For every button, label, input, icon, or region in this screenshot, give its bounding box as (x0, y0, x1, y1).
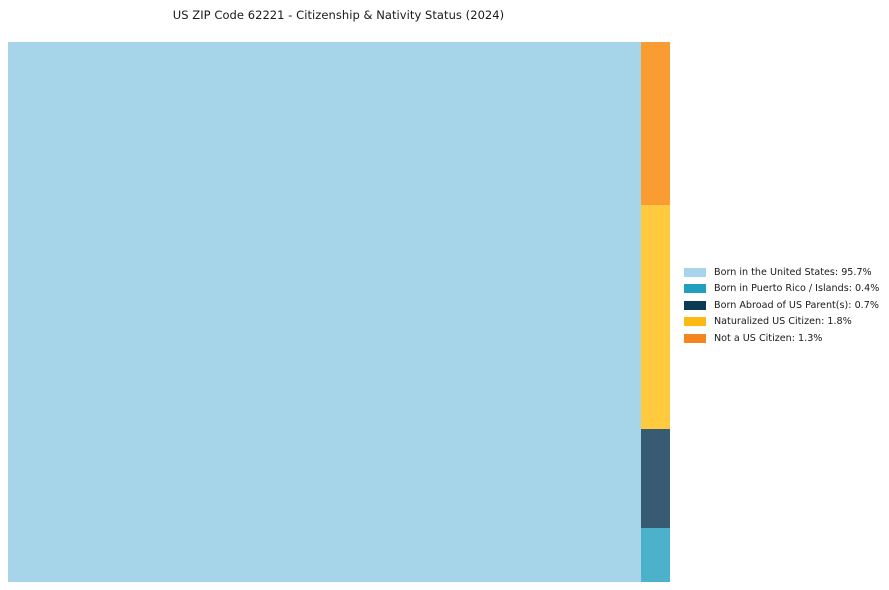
treemap-tile-naturalized-us-citizen[interactable] (641, 205, 670, 429)
legend-item-label: Born in the United States: 95.7% (714, 266, 872, 278)
legend-swatch-icon (684, 333, 706, 343)
chart-legend: Born in the United States: 95.7% Born in… (684, 264, 884, 347)
legend-item-label: Not a US Citizen: 1.3% (714, 332, 823, 344)
legend-item-born-in-puerto-rico-islands[interactable]: Born in Puerto Rico / Islands: 0.4% (684, 281, 884, 298)
legend-item-naturalized-us-citizen[interactable]: Naturalized US Citizen: 1.8% (684, 314, 884, 331)
legend-swatch-icon (684, 317, 706, 327)
legend-item-label: Naturalized US Citizen: 1.8% (714, 316, 852, 328)
treemap-tile-born-abroad-of-us-parents[interactable] (641, 429, 670, 528)
treemap-tile-born-in-the-united-states[interactable] (8, 42, 641, 582)
treemap-tile-born-in-puerto-rico-islands[interactable] (641, 528, 670, 582)
legend-item-label: Born in Puerto Rico / Islands: 0.4% (714, 283, 880, 295)
legend-item-born-abroad-of-us-parents[interactable]: Born Abroad of US Parent(s): 0.7% (684, 297, 884, 314)
treemap-tile-not-a-us-citizen[interactable] (641, 42, 670, 205)
treemap-plot-area (8, 42, 670, 582)
page-title: US ZIP Code 62221 - Citizenship & Nativi… (172, 8, 505, 22)
legend-item-label: Born Abroad of US Parent(s): 0.7% (714, 299, 879, 311)
legend-item-born-in-the-united-states[interactable]: Born in the United States: 95.7% (684, 264, 884, 281)
legend-swatch-icon (684, 267, 706, 277)
legend-swatch-icon (684, 300, 706, 310)
legend-item-not-a-us-citizen[interactable]: Not a US Citizen: 1.3% (684, 330, 884, 347)
legend-swatch-icon (684, 284, 706, 294)
